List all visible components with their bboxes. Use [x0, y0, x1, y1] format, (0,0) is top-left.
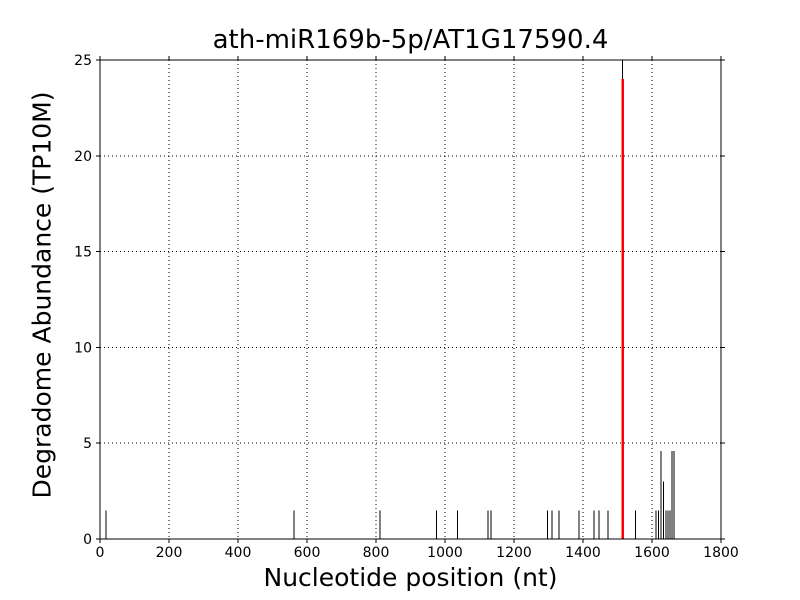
- svg-text:800: 800: [363, 545, 390, 561]
- svg-text:5: 5: [83, 436, 92, 452]
- svg-text:1600: 1600: [634, 545, 670, 561]
- stem-series-degradome-peaks: [105, 60, 675, 539]
- svg-text:1000: 1000: [427, 545, 463, 561]
- svg-text:15: 15: [74, 245, 92, 261]
- grid-lines: [100, 60, 721, 539]
- x-tick-labels: 0 200 400 600 800 1000 1200 1400 1600 1800: [96, 545, 739, 561]
- svg-text:400: 400: [225, 545, 252, 561]
- y-axis-label: Degradome Abundance (TP10M): [27, 91, 57, 499]
- plot-frame: [99, 59, 722, 540]
- svg-text:600: 600: [294, 545, 321, 561]
- svg-text:1800: 1800: [703, 545, 739, 561]
- chart-title: ath-miR169b-5p/AT1G17590.4: [212, 25, 609, 55]
- svg-text:200: 200: [156, 545, 183, 561]
- axis-ticks: [96, 56, 725, 543]
- y-tick-labels: 0 5 10 15 20 25: [74, 53, 92, 548]
- svg-text:1400: 1400: [565, 545, 601, 561]
- svg-text:25: 25: [74, 53, 92, 69]
- svg-text:10: 10: [74, 340, 92, 356]
- svg-text:1200: 1200: [496, 545, 532, 561]
- svg-text:20: 20: [74, 149, 92, 165]
- svg-text:0: 0: [96, 545, 105, 561]
- x-axis-label: Nucleotide position (nt): [263, 563, 558, 592]
- svg-text:0: 0: [83, 532, 92, 548]
